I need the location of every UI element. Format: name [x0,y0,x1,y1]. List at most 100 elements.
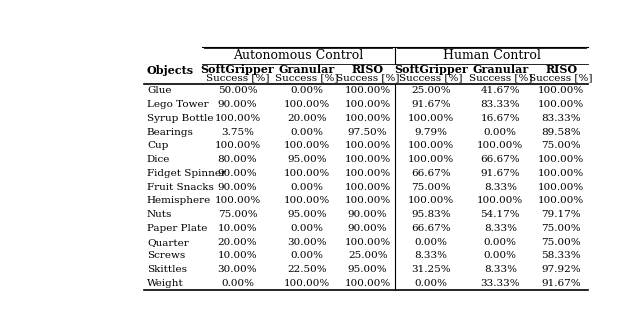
Text: Autonomous Control: Autonomous Control [233,49,364,62]
Text: 90.00%: 90.00% [218,100,257,109]
Text: Quarter: Quarter [147,238,189,247]
Text: Fidget Spinner: Fidget Spinner [147,169,226,178]
Text: Lego Tower: Lego Tower [147,100,209,109]
Text: 100.00%: 100.00% [408,141,454,150]
Text: Nuts: Nuts [147,210,172,219]
Text: 100.00%: 100.00% [344,183,391,192]
Text: 22.50%: 22.50% [287,265,327,274]
Text: 100.00%: 100.00% [344,155,391,164]
Text: 8.33%: 8.33% [484,224,517,233]
Text: 100.00%: 100.00% [344,141,391,150]
Text: 10.00%: 10.00% [218,224,257,233]
Text: 9.79%: 9.79% [415,128,447,137]
Text: Success [%]: Success [%] [336,73,399,83]
Text: Success [%]: Success [%] [529,73,593,83]
Text: Weight: Weight [147,279,184,288]
Text: 100.00%: 100.00% [284,279,330,288]
Text: 90.00%: 90.00% [348,210,387,219]
Text: 31.25%: 31.25% [411,265,451,274]
Text: 20.00%: 20.00% [287,114,327,123]
Text: 0.00%: 0.00% [291,224,323,233]
Text: Syrup Bottle: Syrup Bottle [147,114,214,123]
Text: 91.67%: 91.67% [481,169,520,178]
Text: 100.00%: 100.00% [344,87,391,95]
Text: 100.00%: 100.00% [408,114,454,123]
Text: 100.00%: 100.00% [214,141,260,150]
Text: Success [%]: Success [%] [399,73,463,83]
Text: 75.00%: 75.00% [218,210,257,219]
Text: 100.00%: 100.00% [538,155,584,164]
Text: 75.00%: 75.00% [411,183,451,192]
Text: Fruit Snacks: Fruit Snacks [147,183,214,192]
Text: 100.00%: 100.00% [284,100,330,109]
Text: 0.00%: 0.00% [291,183,323,192]
Text: 95.00%: 95.00% [348,265,387,274]
Text: 8.33%: 8.33% [484,183,517,192]
Text: 0.00%: 0.00% [291,87,323,95]
Text: 8.33%: 8.33% [484,265,517,274]
Text: 41.67%: 41.67% [481,87,520,95]
Text: Glue: Glue [147,87,172,95]
Text: 0.00%: 0.00% [484,238,517,247]
Text: 89.58%: 89.58% [541,128,581,137]
Text: 66.67%: 66.67% [481,155,520,164]
Text: 95.00%: 95.00% [287,210,327,219]
Text: RISO: RISO [545,64,577,75]
Text: Paper Plate: Paper Plate [147,224,207,233]
Text: 30.00%: 30.00% [287,238,327,247]
Text: 20.00%: 20.00% [218,238,257,247]
Text: 100.00%: 100.00% [344,114,391,123]
Text: 90.00%: 90.00% [218,183,257,192]
Text: 66.67%: 66.67% [411,224,451,233]
Text: 91.67%: 91.67% [541,279,581,288]
Text: Bearings: Bearings [147,128,194,137]
Text: Human Control: Human Control [443,49,541,62]
Text: Hemisphere: Hemisphere [147,196,211,205]
Text: 100.00%: 100.00% [344,279,391,288]
Text: 100.00%: 100.00% [284,141,330,150]
Text: 80.00%: 80.00% [218,155,257,164]
Text: 100.00%: 100.00% [344,196,391,205]
Text: 58.33%: 58.33% [541,251,581,261]
Text: 50.00%: 50.00% [218,87,257,95]
Text: 75.00%: 75.00% [541,224,581,233]
Text: 25.00%: 25.00% [348,251,387,261]
Text: 0.00%: 0.00% [415,238,447,247]
Text: 100.00%: 100.00% [214,114,260,123]
Text: 90.00%: 90.00% [348,224,387,233]
Text: 100.00%: 100.00% [538,169,584,178]
Text: SoftGripper: SoftGripper [200,64,275,75]
Text: Success [%]: Success [%] [205,73,269,83]
Text: 90.00%: 90.00% [218,169,257,178]
Text: SoftGripper: SoftGripper [394,64,468,75]
Text: 100.00%: 100.00% [538,196,584,205]
Text: 100.00%: 100.00% [408,155,454,164]
Text: RISO: RISO [351,64,384,75]
Text: Success [%]: Success [%] [468,73,532,83]
Text: 95.00%: 95.00% [287,155,327,164]
Text: Dice: Dice [147,155,170,164]
Text: 91.67%: 91.67% [411,100,451,109]
Text: 100.00%: 100.00% [284,196,330,205]
Text: 83.33%: 83.33% [481,100,520,109]
Text: 0.00%: 0.00% [291,128,323,137]
Text: Screws: Screws [147,251,185,261]
Text: Skittles: Skittles [147,265,187,274]
Text: 33.33%: 33.33% [481,279,520,288]
Text: 25.00%: 25.00% [411,87,451,95]
Text: 0.00%: 0.00% [484,251,517,261]
Text: 100.00%: 100.00% [344,100,391,109]
Text: 83.33%: 83.33% [541,114,581,123]
Text: 30.00%: 30.00% [218,265,257,274]
Text: 0.00%: 0.00% [484,128,517,137]
Text: 97.92%: 97.92% [541,265,581,274]
Text: 100.00%: 100.00% [477,141,524,150]
Text: 100.00%: 100.00% [477,196,524,205]
Text: 3.75%: 3.75% [221,128,254,137]
Text: 100.00%: 100.00% [344,169,391,178]
Text: 100.00%: 100.00% [214,196,260,205]
Text: 10.00%: 10.00% [218,251,257,261]
Text: 100.00%: 100.00% [344,238,391,247]
Text: 75.00%: 75.00% [541,141,581,150]
Text: 79.17%: 79.17% [541,210,581,219]
